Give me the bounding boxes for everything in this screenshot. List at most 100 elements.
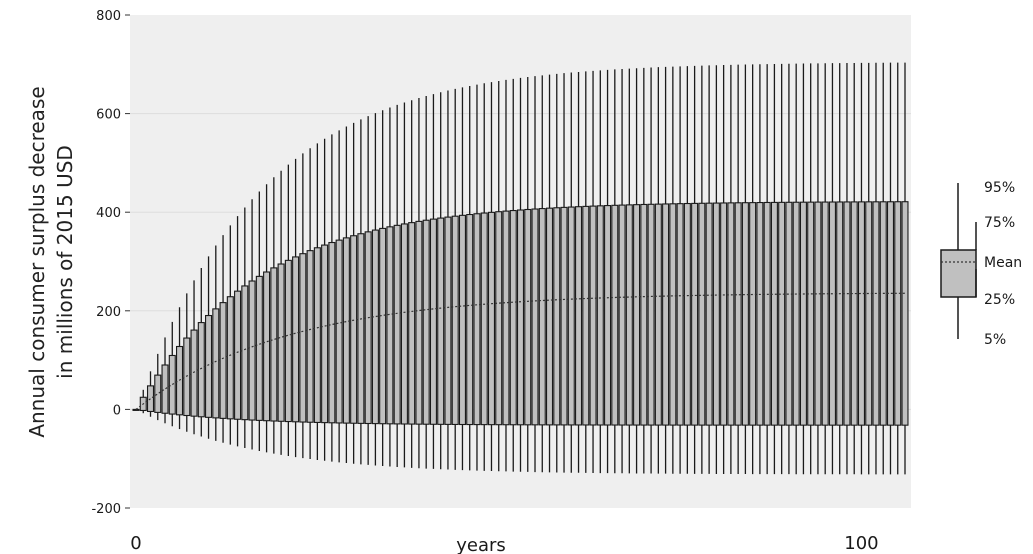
box-year bbox=[618, 68, 626, 474]
box-year bbox=[770, 63, 778, 475]
box bbox=[393, 224, 401, 425]
box bbox=[444, 216, 452, 425]
box bbox=[589, 205, 597, 426]
box bbox=[850, 201, 858, 426]
box bbox=[205, 314, 213, 418]
box bbox=[219, 302, 227, 419]
box-year bbox=[705, 65, 713, 474]
box bbox=[313, 247, 321, 423]
box-year bbox=[516, 77, 525, 472]
y-axis-label-line-2: in millions of 2015 USD bbox=[53, 145, 77, 379]
box bbox=[749, 202, 757, 426]
box-year bbox=[495, 80, 503, 472]
box-year bbox=[429, 94, 437, 469]
box-year bbox=[611, 69, 619, 474]
box bbox=[458, 214, 466, 426]
box bbox=[263, 271, 271, 422]
box bbox=[756, 201, 764, 426]
box bbox=[633, 204, 641, 426]
box bbox=[763, 201, 771, 426]
box-year bbox=[828, 63, 836, 475]
box-year bbox=[415, 98, 423, 469]
box-year bbox=[226, 225, 234, 445]
box-year bbox=[676, 66, 684, 474]
box bbox=[183, 337, 191, 417]
box bbox=[502, 210, 510, 426]
box bbox=[792, 201, 800, 426]
box-year bbox=[727, 64, 735, 475]
box-year bbox=[596, 70, 604, 474]
legend-label-25: 25% bbox=[984, 292, 1015, 308]
box bbox=[575, 206, 583, 426]
box-year bbox=[306, 148, 314, 460]
box bbox=[342, 237, 350, 424]
box-year bbox=[821, 63, 829, 475]
box-year bbox=[292, 158, 300, 458]
box-year bbox=[698, 65, 706, 474]
box bbox=[553, 207, 561, 426]
box-year bbox=[328, 134, 336, 462]
box-year bbox=[466, 85, 474, 471]
box-year bbox=[799, 63, 807, 475]
x-tick-label: 0 bbox=[130, 533, 141, 554]
box-year bbox=[422, 95, 430, 469]
box bbox=[255, 275, 263, 421]
box bbox=[596, 205, 604, 426]
box bbox=[691, 202, 699, 426]
box-year bbox=[640, 67, 648, 474]
box-year bbox=[408, 100, 416, 468]
box-year bbox=[807, 63, 815, 475]
box-year bbox=[321, 138, 329, 461]
box bbox=[408, 222, 416, 425]
box bbox=[901, 201, 909, 426]
box-year bbox=[531, 76, 539, 473]
y-tick-label: 800 bbox=[96, 9, 121, 24]
box bbox=[451, 215, 459, 426]
box bbox=[654, 203, 662, 426]
box-year bbox=[763, 64, 771, 475]
box-year bbox=[625, 68, 633, 474]
box-year bbox=[480, 83, 488, 471]
box-year bbox=[502, 79, 510, 472]
box bbox=[422, 219, 430, 425]
box bbox=[872, 201, 880, 426]
box bbox=[386, 226, 394, 425]
box-year bbox=[553, 73, 561, 473]
box bbox=[625, 204, 633, 426]
box-year bbox=[183, 293, 191, 432]
box-year bbox=[857, 62, 865, 475]
box bbox=[292, 256, 300, 423]
box-year bbox=[662, 66, 670, 474]
box-year bbox=[843, 63, 851, 475]
box bbox=[284, 259, 292, 423]
box-year bbox=[604, 69, 612, 474]
box-year bbox=[487, 82, 496, 472]
box-year bbox=[734, 64, 742, 475]
box bbox=[828, 201, 836, 426]
box bbox=[734, 202, 742, 426]
box bbox=[727, 202, 735, 426]
box-year bbox=[691, 65, 699, 474]
box-series bbox=[132, 62, 909, 475]
box bbox=[400, 223, 408, 425]
box bbox=[197, 322, 205, 418]
x-tick-label: 100 bbox=[844, 533, 878, 554]
box-year bbox=[886, 62, 895, 475]
box bbox=[857, 201, 865, 426]
mean-line bbox=[135, 292, 906, 410]
box-year bbox=[792, 63, 800, 475]
box bbox=[234, 290, 242, 420]
box-year bbox=[647, 67, 655, 474]
box-year bbox=[654, 67, 662, 474]
legend-box bbox=[940, 249, 977, 298]
box-year bbox=[400, 102, 408, 468]
box-year bbox=[146, 371, 155, 417]
box-year bbox=[538, 75, 546, 473]
box-year bbox=[313, 143, 321, 460]
box-year bbox=[575, 71, 583, 473]
box bbox=[814, 201, 822, 426]
box bbox=[371, 229, 379, 425]
box bbox=[843, 201, 851, 426]
box bbox=[350, 235, 358, 424]
box bbox=[538, 208, 546, 426]
